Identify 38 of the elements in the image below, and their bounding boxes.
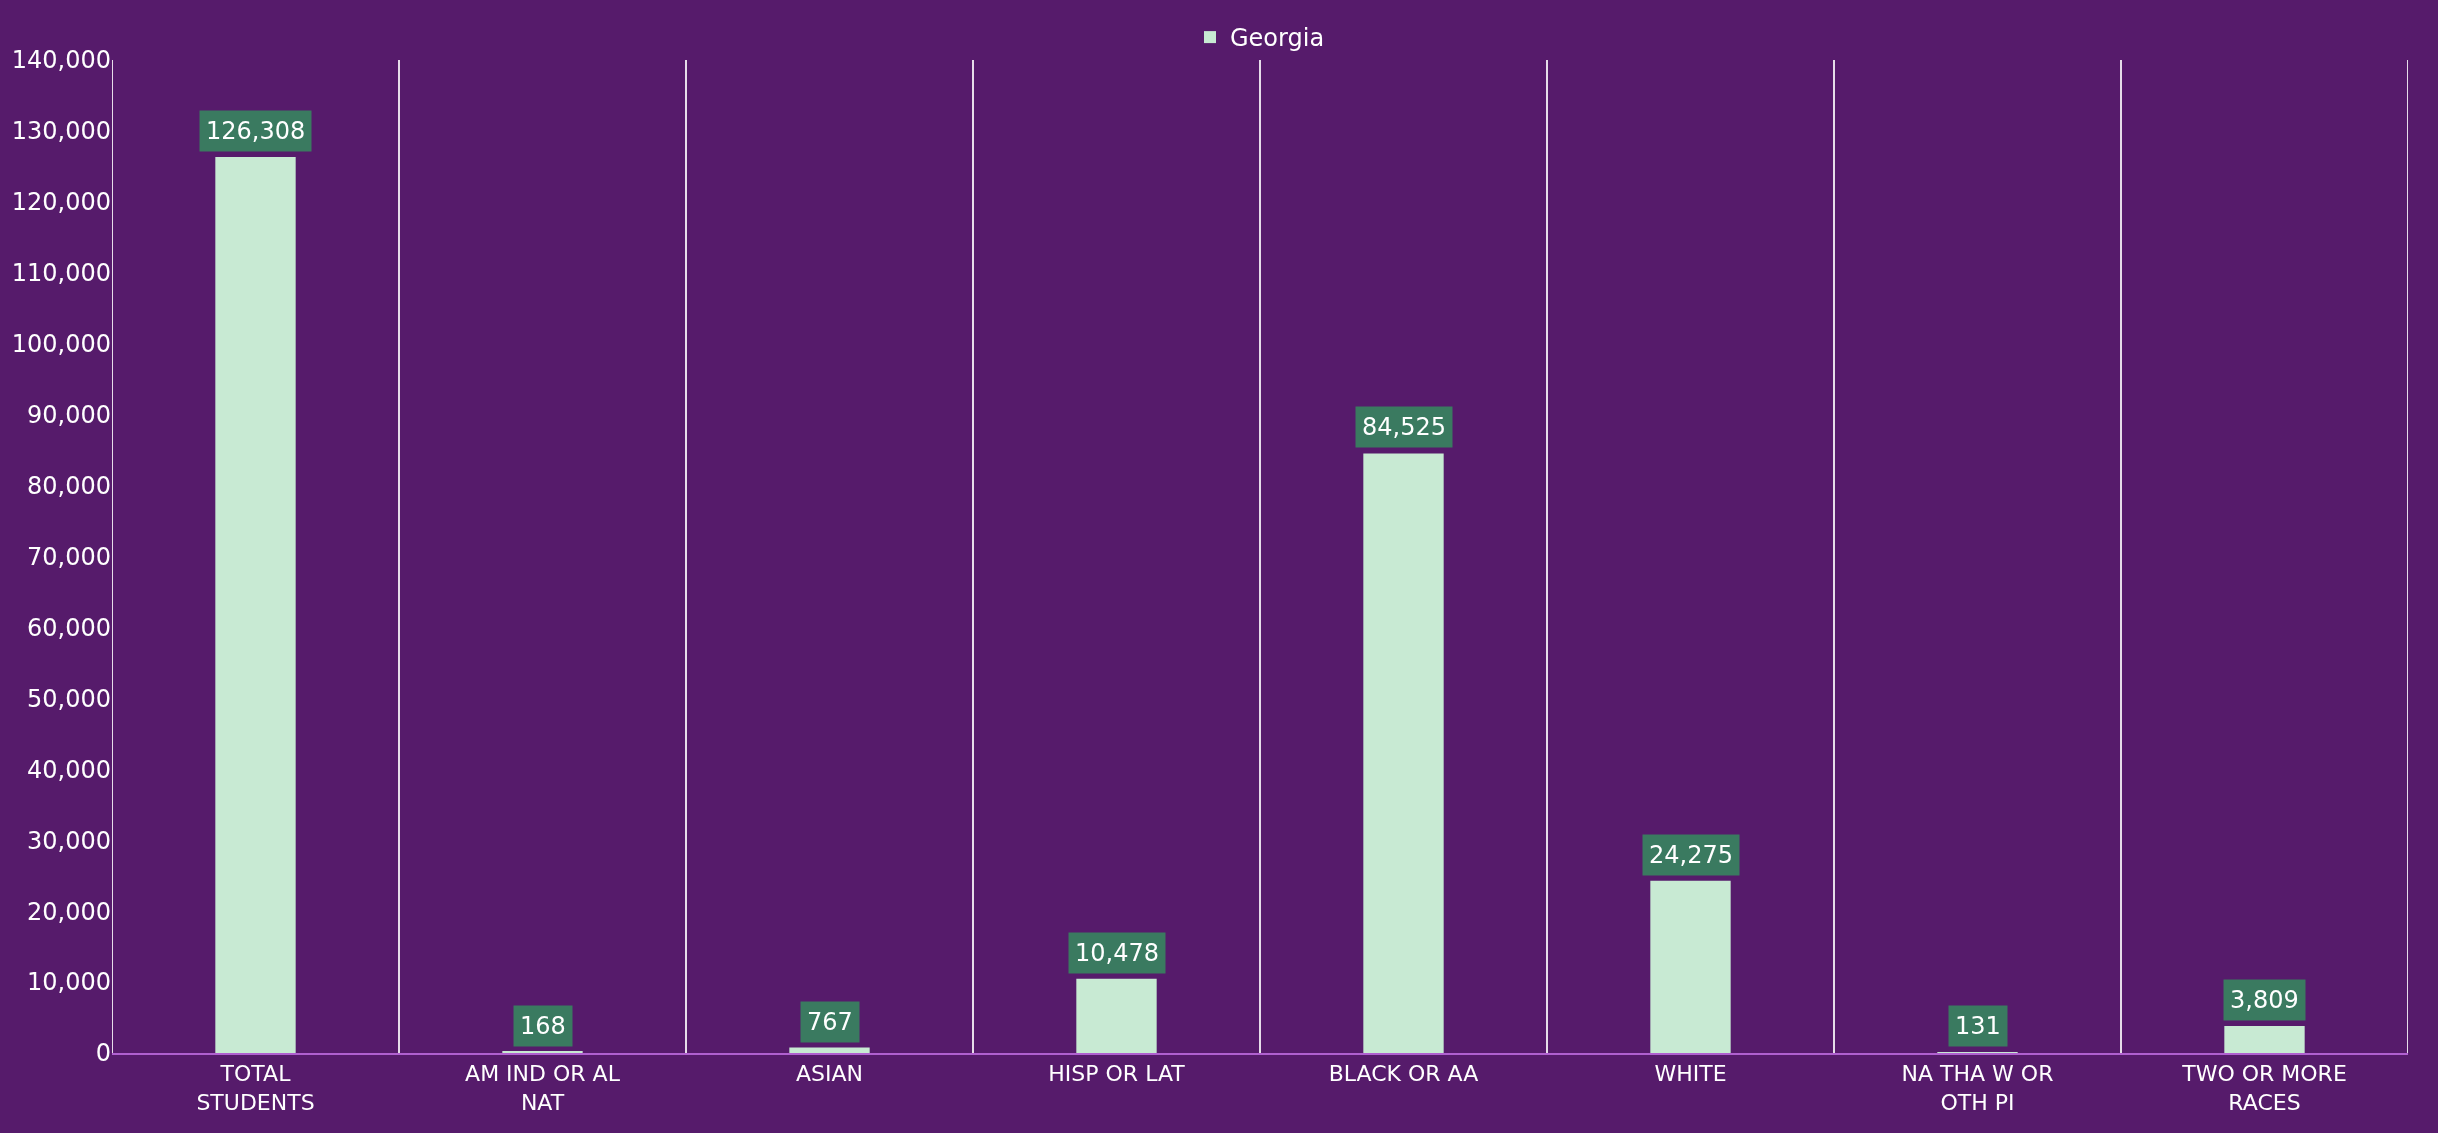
y-tick-label: 90,000 — [27, 401, 111, 430]
data-label: 767 — [807, 1008, 853, 1036]
data-label: 24,275 — [1649, 841, 1733, 869]
x-tick-label: WHITE — [1654, 1061, 1727, 1087]
y-tick-label: 80,000 — [27, 471, 111, 500]
y-tick-label: 50,000 — [27, 684, 111, 713]
y-tick-label: 30,000 — [27, 826, 111, 855]
bar — [1650, 880, 1731, 1053]
y-tick-label: 130,000 — [11, 117, 111, 146]
y-tick-label: 70,000 — [27, 542, 111, 571]
x-tick-label: BLACK OR AA — [1328, 1061, 1479, 1087]
y-tick-label: 100,000 — [11, 330, 111, 359]
bar — [1363, 453, 1444, 1053]
data-label: 168 — [520, 1012, 566, 1040]
bar — [2224, 1025, 2305, 1053]
x-tick-label: ASIAN — [795, 1061, 864, 1087]
y-tick-label: 60,000 — [27, 613, 111, 642]
y-tick-label: 0 — [95, 1039, 111, 1068]
x-tick-label: TOTAL STUDENTS — [196, 1061, 315, 1115]
bar — [1076, 978, 1157, 1053]
legend-label: Georgia — [1230, 24, 1325, 53]
bar — [789, 1047, 870, 1053]
data-label: 3,809 — [2230, 986, 2299, 1014]
data-label: 126,308 — [206, 117, 306, 145]
x-tick-label: NA THA W OR OTH PI — [1901, 1061, 2054, 1115]
data-label: 10,478 — [1075, 939, 1159, 967]
x-tick-label: AM IND OR AL NAT — [465, 1061, 621, 1115]
y-tick-label: 120,000 — [11, 188, 111, 217]
y-tick-label: 110,000 — [11, 259, 111, 288]
y-tick-label: 10,000 — [27, 968, 111, 997]
y-tick-label: 140,000 — [11, 46, 111, 75]
x-tick-label: TWO OR MORE RACES — [2181, 1061, 2347, 1115]
data-label: 84,525 — [1362, 413, 1446, 441]
y-tick-label: 40,000 — [27, 755, 111, 784]
bar — [215, 157, 296, 1053]
y-tick-label: 20,000 — [27, 897, 111, 926]
x-tick-label: HISP OR LAT — [1048, 1061, 1186, 1087]
data-label: 131 — [1955, 1012, 2001, 1040]
